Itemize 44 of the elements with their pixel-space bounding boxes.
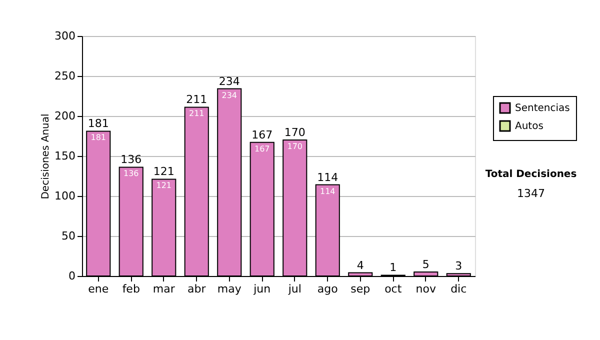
total-label: 167	[252, 128, 273, 142]
x-tick-label: ago	[317, 282, 338, 296]
y-tick-label: 50	[62, 230, 76, 242]
y-tick-label: 100	[54, 190, 76, 202]
x-tick-label: nov	[416, 282, 436, 296]
y-axis-title: Decisiones Anual	[40, 114, 52, 200]
x-tick-label: abr	[188, 282, 206, 296]
text: Total Decisiones	[485, 169, 577, 180]
total-label: 114	[317, 170, 338, 184]
data-label: 121	[156, 181, 172, 190]
data-label: 167	[254, 144, 270, 154]
y-tick-label: 150	[54, 150, 76, 162]
text: 1347	[517, 187, 545, 200]
total-label: 234	[218, 74, 240, 88]
data-label: 170	[287, 142, 303, 151]
total-label: 136	[120, 153, 142, 166]
x-tick-label: jun	[252, 282, 271, 296]
total-label: 170	[284, 126, 306, 139]
x-tick-label: sep	[350, 282, 370, 296]
total-label: 4	[356, 258, 364, 272]
x-tick-label: jul	[287, 282, 302, 296]
data-label: 114	[320, 186, 336, 196]
total-label: 181	[88, 117, 109, 130]
data-label: 211	[188, 109, 204, 118]
y-tick-label: 200	[54, 110, 76, 122]
x-tick-label: oct	[384, 282, 402, 296]
x-tick-label: dic	[450, 282, 467, 296]
x-tick-label: feb	[122, 282, 140, 296]
data-label: 136	[123, 169, 139, 178]
total-label: 3	[455, 260, 462, 273]
x-tick-label: mar	[152, 282, 176, 296]
total-label: 1	[390, 261, 397, 274]
legend-label: Sentencias	[515, 103, 570, 114]
data-label: 234	[222, 90, 238, 100]
data-label: 181	[90, 133, 106, 142]
total-label: 211	[186, 93, 208, 106]
y-tick-label: 250	[54, 70, 76, 82]
total-label: 121	[153, 165, 174, 178]
y-tick-label: 0	[68, 270, 76, 282]
x-tick-label: may	[217, 282, 242, 296]
x-tick-label: ene	[88, 282, 109, 296]
y-tick-label: 300	[54, 30, 76, 42]
legend-label: Autos	[515, 121, 544, 132]
total-label: 5	[422, 258, 430, 271]
